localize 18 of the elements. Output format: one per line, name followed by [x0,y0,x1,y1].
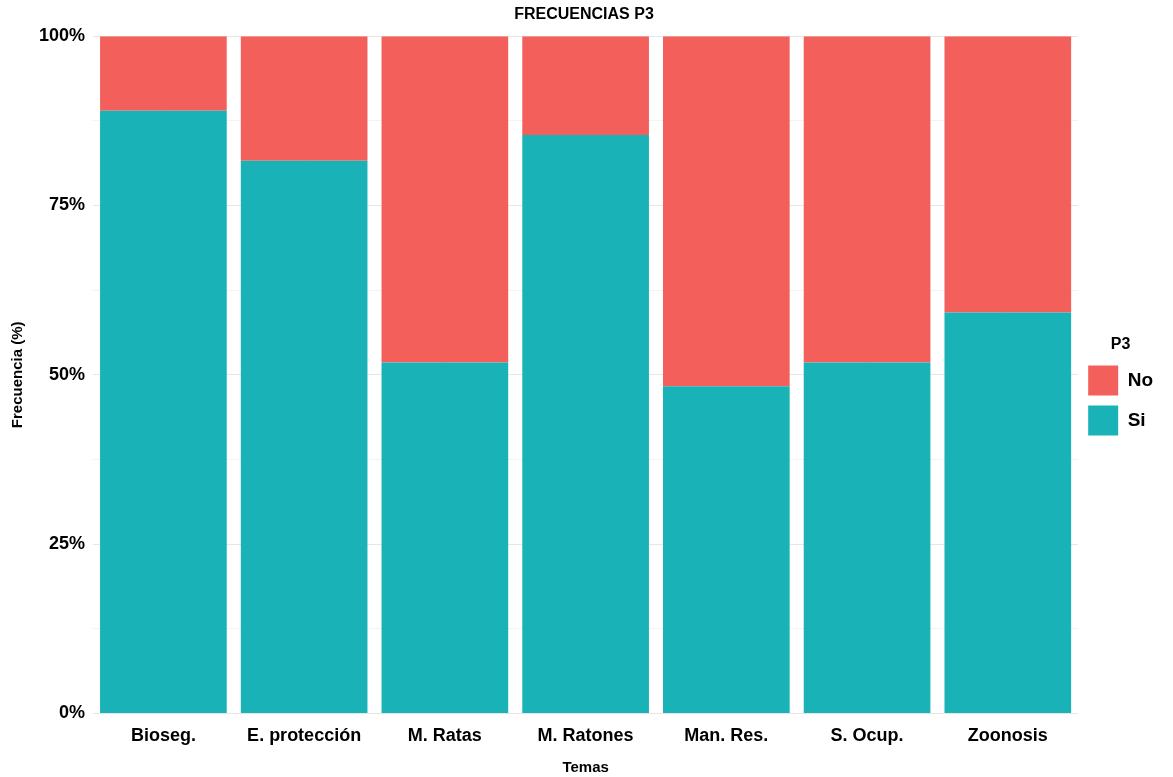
legend-label: Si [1127,408,1146,430]
y-tick-label: 75% [49,194,86,215]
legend-label: No [1127,368,1153,390]
chart-title: FRECUENCIAS P3 [514,5,654,23]
legend-title: P3 [1110,334,1131,352]
x-tick-label: S. Ocup. [830,725,904,746]
x-tick-label: Bioseg. [130,725,196,746]
x-tick-label: M. Ratones [537,725,634,746]
y-tick-label: 0% [59,702,86,723]
y-tick-label: 100% [38,25,86,46]
y-tick-label: 50% [49,363,86,384]
x-tick-label: M. Ratas [407,725,482,746]
y-tick-label: 25% [49,533,86,554]
x-tick-label: Zoonosis [967,725,1048,746]
x-tick-label: Man. Res. [684,725,769,746]
x-axis-title: Temas [562,758,609,776]
y-axis-title: Frecuencia (%) [8,321,26,429]
x-tick-label: E. protección [247,725,362,746]
